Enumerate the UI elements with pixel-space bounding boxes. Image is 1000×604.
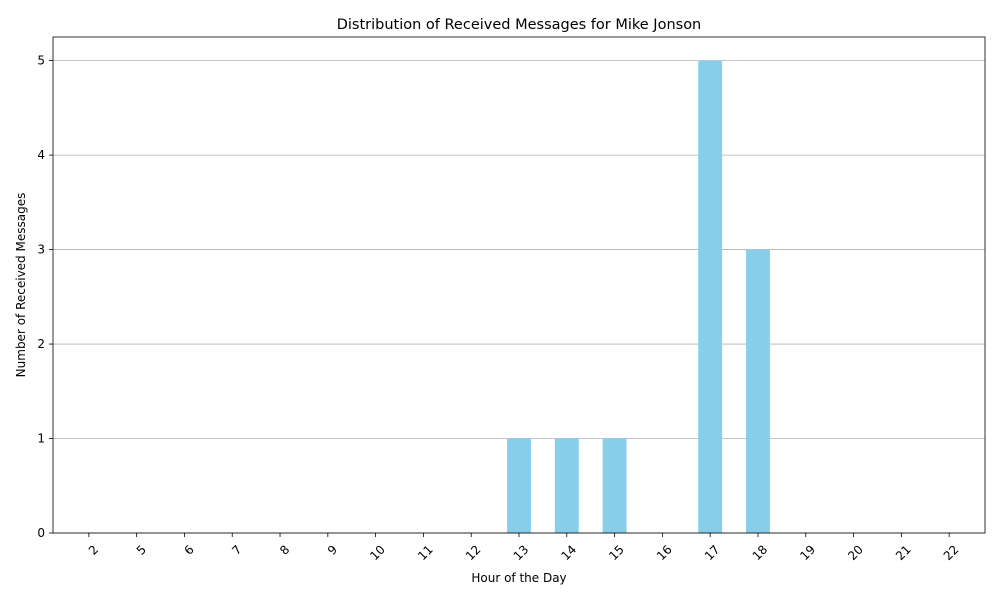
bar-hour-14 [554,438,579,533]
y-tick-label: 0 [37,526,45,540]
chart-title: Distribution of Received Messages for Mi… [337,17,702,33]
x-tick-label: 7 [229,542,244,557]
x-tick-label: 15 [606,542,627,563]
x-axis-ticks: 2 5 6 7 8 9 10 11 12 13 14 15 16 17 18 19 20 21 22 [86,533,962,563]
x-tick-label: 9 [325,542,340,557]
x-tick-label: 22 [941,542,962,563]
y-axis-ticks: 0 1 2 3 4 5 [37,54,53,540]
bar-hour-18 [746,249,770,534]
y-axis-label: Number of Received Messages [14,193,28,378]
x-axis-label: Hour of the Day [471,571,566,585]
bar-hour-17 [698,60,723,533]
x-tick-label: 10 [367,542,388,563]
x-tick-label: 21 [893,542,914,563]
x-tick-label: 5 [134,542,149,557]
y-tick-label: 4 [37,148,45,162]
x-tick-label: 14 [558,542,579,563]
x-tick-label: 18 [750,542,771,563]
x-tick-label: 17 [702,542,723,563]
x-tick-label: 6 [181,542,196,557]
x-tick-label: 2 [86,542,101,557]
x-tick-label: 13 [511,542,532,563]
x-tick-label: 19 [797,542,818,563]
y-tick-label: 1 [37,432,45,446]
y-tick-label: 5 [37,54,45,68]
x-tick-label: 20 [845,542,866,563]
bars [507,60,770,534]
x-tick-label: 8 [277,542,292,557]
y-tick-label: 2 [37,337,45,351]
y-tick-label: 3 [37,243,45,257]
x-tick-label: 11 [415,542,436,563]
bar-hour-15 [602,438,627,533]
bar-hour-13 [507,438,531,533]
x-tick-label: 12 [463,542,484,563]
x-tick-label: 16 [654,542,675,563]
